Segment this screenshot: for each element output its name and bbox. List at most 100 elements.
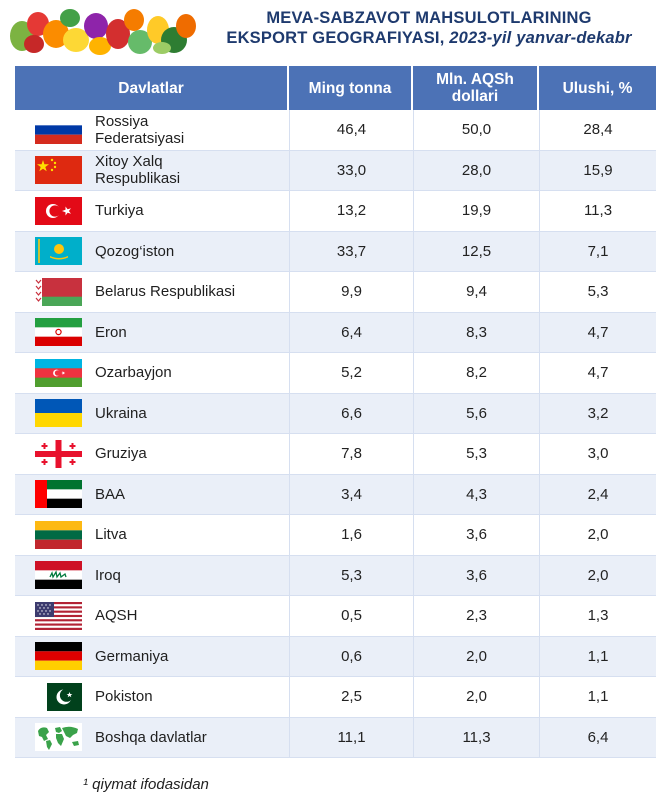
- share-cell: 28,4: [539, 110, 656, 150]
- country-cell: AQSH: [15, 596, 289, 636]
- country-cell: Eron: [15, 313, 289, 353]
- ukraine-flag: [35, 399, 82, 428]
- header-share: Ulushi, %: [539, 66, 656, 110]
- table-header: Davlatlar Ming tonna Mln. AQSh dollari U…: [15, 66, 656, 110]
- china-flag: [35, 156, 82, 185]
- turkey-flag: [35, 196, 82, 225]
- country-cell: BAA: [15, 475, 289, 515]
- title-period: 2023-yil yanvar-dekabr: [449, 29, 632, 47]
- tonnes-cell: 9,9: [289, 272, 413, 312]
- share-cell: 1,1: [539, 636, 656, 676]
- value-cell: 4,3: [413, 474, 539, 514]
- country-name: Iroq: [95, 566, 121, 584]
- kazakhstan-flag: [35, 237, 82, 266]
- share-cell: 11,3: [539, 191, 656, 231]
- usa-flag: [35, 601, 82, 630]
- table-row: Germaniya 0,6 2,0 1,1: [15, 636, 656, 677]
- page-title: MEVA-SABZAVOT MAHSULOTLARINING EKSPORT G…: [196, 9, 662, 48]
- country-name: Gruziya: [95, 445, 147, 463]
- table-row: Iroq 5,3 3,6 2,0: [15, 555, 656, 596]
- table-row: Ukraina 6,6 5,6 3,2: [15, 393, 656, 434]
- footnote: ¹ qiymat ifodasidan: [83, 776, 209, 793]
- country-name: Qozog‘iston: [95, 242, 175, 260]
- country-cell: Qozog‘iston: [15, 232, 289, 272]
- value-cell: 50,0: [413, 110, 539, 150]
- country-name: Ozarbayjon: [95, 364, 172, 382]
- table-row: Belarus Respublikasi 9,9 9,4 5,3: [15, 272, 656, 313]
- tonnes-cell: 46,4: [289, 110, 413, 150]
- country-name: Boshqa davlatlar: [95, 728, 207, 746]
- value-cell: 28,0: [413, 150, 539, 190]
- country-name: BAA: [95, 485, 126, 503]
- value-cell: 2,3: [413, 596, 539, 636]
- table-row: Xitoy Xalq Respublikasi 33,0 28,0 15,9: [15, 150, 656, 191]
- country-cell: Turkiya: [15, 191, 289, 231]
- country-cell: Boshqa davlatlar: [15, 718, 289, 758]
- title-line-2: EKSPORT GEOGRAFIYASI, 2023-yil yanvar-de…: [196, 28, 662, 48]
- value-cell: 8,2: [413, 353, 539, 393]
- value-cell: 19,9: [413, 191, 539, 231]
- russia-flag: [35, 115, 82, 144]
- header-country: Davlatlar: [15, 66, 289, 110]
- table-row: AQSH 0,5 2,3 1,3: [15, 596, 656, 637]
- value-cell: 3,6: [413, 555, 539, 595]
- share-cell: 3,0: [539, 434, 656, 474]
- iran-flag: [35, 318, 82, 347]
- tonnes-cell: 6,4: [289, 312, 413, 352]
- tonnes-cell: 5,2: [289, 353, 413, 393]
- country-cell: Rossiya Federatsiyasi: [15, 110, 289, 150]
- share-cell: 2,0: [539, 515, 656, 555]
- value-cell: 11,3: [413, 717, 539, 757]
- value-cell: 3,6: [413, 515, 539, 555]
- country-cell: Ozarbayjon: [15, 353, 289, 393]
- share-cell: 2,0: [539, 555, 656, 595]
- belarus-flag: [35, 277, 82, 306]
- share-cell: 1,3: [539, 596, 656, 636]
- country-name: Germaniya: [95, 647, 169, 665]
- title-main: EKSPORT GEOGRAFIYASI,: [226, 29, 445, 47]
- country-cell: Belarus Respublikasi: [15, 272, 289, 312]
- share-cell: 4,7: [539, 312, 656, 352]
- country-cell: Pokiston: [15, 677, 289, 717]
- country-name: Belarus Respublikasi: [95, 283, 236, 301]
- country-name: Litva: [95, 526, 127, 544]
- export-table: Davlatlar Ming tonna Mln. AQSh dollari U…: [15, 66, 656, 758]
- iraq-flag: [35, 561, 82, 590]
- country-cell: Ukraina: [15, 394, 289, 434]
- azerbaijan-flag: [35, 358, 82, 387]
- country-name: Ukraina: [95, 404, 147, 422]
- country-name: Xitoy Xalq Respublikasi: [95, 153, 181, 188]
- header-share-label: Ulushi, %: [562, 79, 633, 97]
- value-cell: 5,3: [413, 434, 539, 474]
- table-row: Ozarbayjon 5,2 8,2 4,7: [15, 353, 656, 394]
- share-cell: 5,3: [539, 272, 656, 312]
- tonnes-cell: 33,0: [289, 150, 413, 190]
- country-cell: Xitoy Xalq Respublikasi: [15, 151, 289, 191]
- value-cell: 12,5: [413, 231, 539, 271]
- country-cell: Iroq: [15, 556, 289, 596]
- table-row: BAA 3,4 4,3 2,4: [15, 474, 656, 515]
- country-name: Turkiya: [95, 202, 144, 220]
- table-body: Rossiya Federatsiyasi 46,4 50,0 28,4 Xitoy X…: [15, 110, 656, 758]
- share-cell: 1,1: [539, 677, 656, 717]
- country-cell: Litva: [15, 515, 289, 555]
- table-row: Turkiya 13,2 19,9 11,3: [15, 191, 656, 232]
- tonnes-cell: 11,1: [289, 717, 413, 757]
- table-row: Rossiya Federatsiyasi 46,4 50,0 28,4: [15, 110, 656, 151]
- tonnes-cell: 7,8: [289, 434, 413, 474]
- header-tonnes: Ming tonna: [289, 66, 413, 110]
- uae-flag: [35, 480, 82, 509]
- value-cell: 2,0: [413, 677, 539, 717]
- tonnes-cell: 1,6: [289, 515, 413, 555]
- tonnes-cell: 0,5: [289, 596, 413, 636]
- value-cell: 2,0: [413, 636, 539, 676]
- fruits-vegetables-image: [10, 9, 196, 55]
- value-cell: 5,6: [413, 393, 539, 433]
- georgia-flag: [35, 439, 82, 468]
- tonnes-cell: 0,6: [289, 636, 413, 676]
- country-cell: Germaniya: [15, 637, 289, 677]
- country-name: Pokiston: [95, 688, 153, 706]
- page-header: MEVA-SABZAVOT MAHSULOTLARINING EKSPORT G…: [0, 0, 669, 62]
- country-name: AQSH: [95, 607, 138, 625]
- tonnes-cell: 3,4: [289, 474, 413, 514]
